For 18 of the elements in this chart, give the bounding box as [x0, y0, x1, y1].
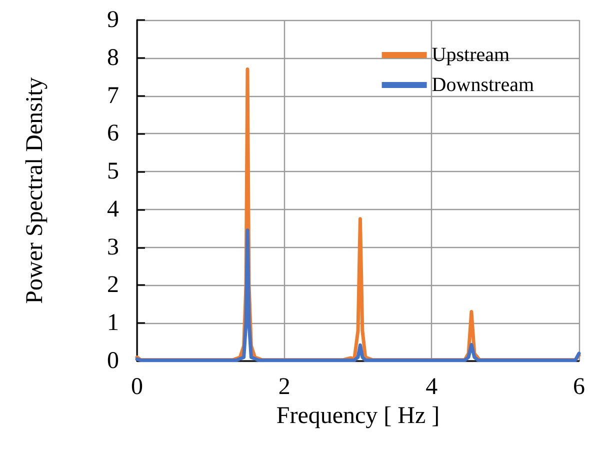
x-tick-label: 0 [131, 374, 143, 400]
y-tick-label: 7 [107, 82, 119, 109]
y-tick-label: 4 [107, 196, 119, 222]
x-tick-label: 2 [278, 374, 290, 400]
y-tick-label: 9 [107, 7, 119, 33]
x-tick-label: 4 [426, 374, 438, 400]
x-axis-title: Frequency [ Hz ] [276, 402, 440, 429]
x-tick-label: 6 [573, 374, 585, 400]
y-tick-label: 0 [107, 348, 119, 374]
y-tick-label: 3 [107, 234, 119, 260]
y-tick-label: 1 [107, 310, 119, 336]
y-tick-label: 5 [107, 158, 119, 185]
legend-label: Downstream [432, 74, 534, 96]
y-tick-label: 8 [107, 44, 119, 71]
legend-label: Upstream [432, 44, 510, 66]
y-axis-title: Power Spectral Density [22, 77, 48, 304]
y-tick-label: 6 [107, 120, 119, 147]
y-tick-label: 2 [107, 272, 119, 298]
